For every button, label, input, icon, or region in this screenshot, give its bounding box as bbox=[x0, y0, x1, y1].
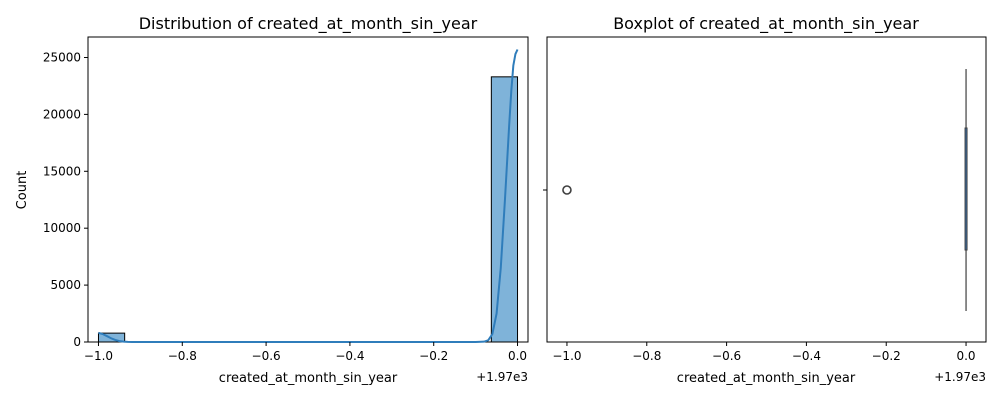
boxplot-x-tick-label: 0.0 bbox=[956, 349, 975, 363]
boxplot-plot-frame bbox=[546, 36, 987, 343]
boxplot-x-tick-label: −0.2 bbox=[872, 349, 901, 363]
boxplot-panel: −1.0 −0.8 −0.6 −0.4 −0.2 0.0 Boxplot of creat… bbox=[543, 14, 987, 386]
boxplot-x-tick-label: −1.0 bbox=[552, 349, 581, 363]
histogram-panel: −1.0 −0.8 −0.6 −0.4 −0.2 0.0 0 5000 10000 15000 2… bbox=[15, 14, 529, 386]
histogram-x-tick-label: −1.0 bbox=[84, 349, 113, 363]
histogram-x-tick-label: −0.6 bbox=[252, 349, 281, 363]
histogram-plot-frame bbox=[87, 36, 529, 343]
histogram-x-tick-label: −0.2 bbox=[419, 349, 448, 363]
boxplot-x-tick-label: −0.6 bbox=[712, 349, 741, 363]
boxplot-x-axis-label: created_at_month_sin_year bbox=[677, 371, 856, 386]
boxplot-offset-text: +1.97e3 bbox=[934, 370, 986, 384]
histogram-y-tick-label: 5000 bbox=[50, 278, 81, 292]
boxplot-title: Boxplot of created_at_month_sin_year bbox=[613, 14, 919, 34]
histogram-offset-text: +1.97e3 bbox=[476, 370, 528, 384]
histogram-x-axis-label: created_at_month_sin_year bbox=[219, 371, 398, 386]
histogram-y-tick-label: 15000 bbox=[43, 164, 81, 178]
histogram-x-tick-label: −0.8 bbox=[168, 349, 197, 363]
histogram-y-tick-label: 20000 bbox=[43, 107, 81, 121]
histogram-y-tick-label: 10000 bbox=[43, 221, 81, 235]
boxplot-outlier bbox=[562, 185, 572, 195]
boxplot-x-tick-label: −0.4 bbox=[792, 349, 821, 363]
histogram-kde-line bbox=[98, 49, 519, 343]
histogram-y-tick-label: 0 bbox=[73, 335, 81, 349]
histogram-x-tick-label: −0.4 bbox=[335, 349, 364, 363]
histogram-title: Distribution of created_at_month_sin_yea… bbox=[139, 14, 478, 34]
histogram-y-tick-label: 25000 bbox=[43, 50, 81, 64]
boxplot-box bbox=[964, 127, 968, 251]
boxplot-x-tick-label: −0.8 bbox=[632, 349, 661, 363]
histogram-y-axis-label: Count bbox=[15, 171, 30, 210]
histogram-x-tick-label: 0.0 bbox=[508, 349, 527, 363]
